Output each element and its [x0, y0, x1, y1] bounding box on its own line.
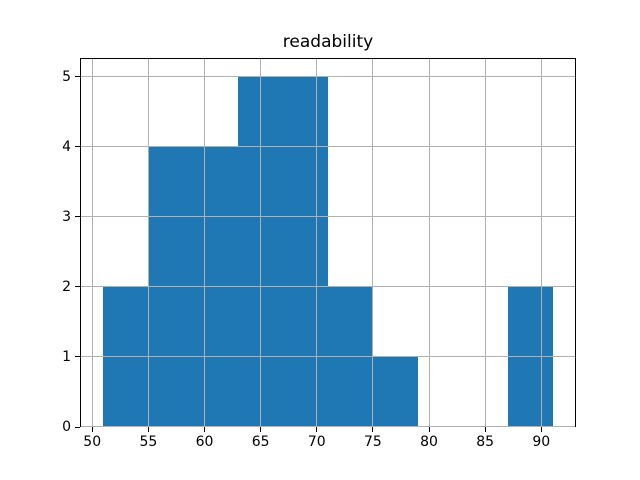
x-tick-mark — [540, 427, 542, 432]
x-tick-mark — [316, 427, 318, 432]
x-tick-mark — [204, 427, 205, 432]
y-tick-label: 5 — [62, 68, 71, 85]
gridline — [81, 355, 575, 357]
x-tick-label: 85 — [476, 434, 495, 450]
histogram-bar — [372, 356, 418, 427]
gridline — [428, 58, 430, 427]
x-tick-label: 70 — [307, 434, 326, 450]
gridline — [372, 58, 374, 427]
x-tick-label: 55 — [139, 434, 158, 450]
gridline — [81, 145, 575, 147]
x-tick-mark — [91, 427, 93, 432]
y-tick-mark — [75, 286, 80, 288]
y-tick-label: 2 — [62, 278, 71, 295]
y-tick-mark — [75, 76, 80, 78]
gridline — [316, 58, 318, 427]
gridline — [484, 58, 486, 427]
gridline — [81, 215, 575, 217]
y-tick-mark — [75, 426, 80, 428]
x-tick-mark — [147, 427, 149, 432]
x-tick-label: 60 — [195, 434, 214, 450]
x-tick-label: 75 — [363, 434, 382, 450]
y-tick-label: 3 — [62, 208, 71, 225]
gridline — [540, 58, 542, 427]
x-tick-label: 50 — [83, 434, 102, 450]
gridline — [91, 58, 93, 427]
plot-area — [80, 57, 576, 428]
chart-title: readability — [282, 32, 374, 52]
gridline — [260, 58, 262, 427]
x-tick-label: 80 — [420, 434, 438, 450]
x-tick-label: 90 — [532, 434, 551, 450]
y-tick-mark — [75, 146, 80, 148]
y-tick-label: 1 — [62, 348, 71, 365]
x-tick-mark — [484, 427, 486, 432]
x-tick-mark — [372, 427, 374, 432]
x-tick-label: 65 — [251, 434, 270, 450]
gridline — [81, 285, 575, 287]
gridline — [81, 75, 575, 77]
gridline — [81, 426, 575, 428]
histogram-bar — [283, 76, 328, 427]
x-tick-mark — [260, 427, 262, 432]
y-tick-mark — [75, 356, 80, 358]
y-tick-label: 4 — [62, 138, 71, 155]
x-tick-mark — [428, 427, 430, 432]
gridline — [204, 58, 205, 427]
gridline — [147, 58, 149, 427]
y-tick-label: 0 — [62, 419, 71, 435]
y-tick-mark — [75, 216, 80, 218]
